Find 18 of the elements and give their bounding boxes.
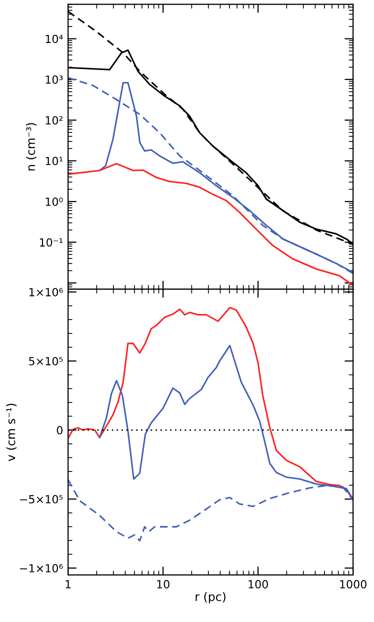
- x-tick-label: 10: [157, 580, 170, 588]
- x-tick-label: 1000: [340, 580, 366, 588]
- y-tick-label: 5×10⁵: [29, 356, 63, 366]
- y-tick-label: 10⁻¹: [40, 238, 63, 247]
- y-tick-label: 10³: [46, 75, 63, 84]
- y-tick-label: 1×10⁶: [29, 288, 63, 296]
- y-axis-title: n (cm⁻³): [26, 123, 36, 170]
- y-tick-label: 10⁴: [46, 34, 63, 44]
- y-tick-label: 10²: [46, 116, 63, 125]
- y-tick-label: 10¹: [46, 156, 63, 166]
- y-axis-title: v (cm s⁻¹): [6, 404, 17, 462]
- y-tick-label: −1×10⁶: [20, 564, 63, 572]
- y-tick-label: 10⁰: [46, 198, 63, 206]
- x-tick-label: 1: [66, 580, 71, 588]
- y-tick-label: −5×10⁵: [20, 495, 63, 504]
- x-tick-label: 100: [248, 580, 268, 588]
- x-axis-title: r (pc): [196, 592, 226, 604]
- y-tick-label: 0: [56, 426, 62, 434]
